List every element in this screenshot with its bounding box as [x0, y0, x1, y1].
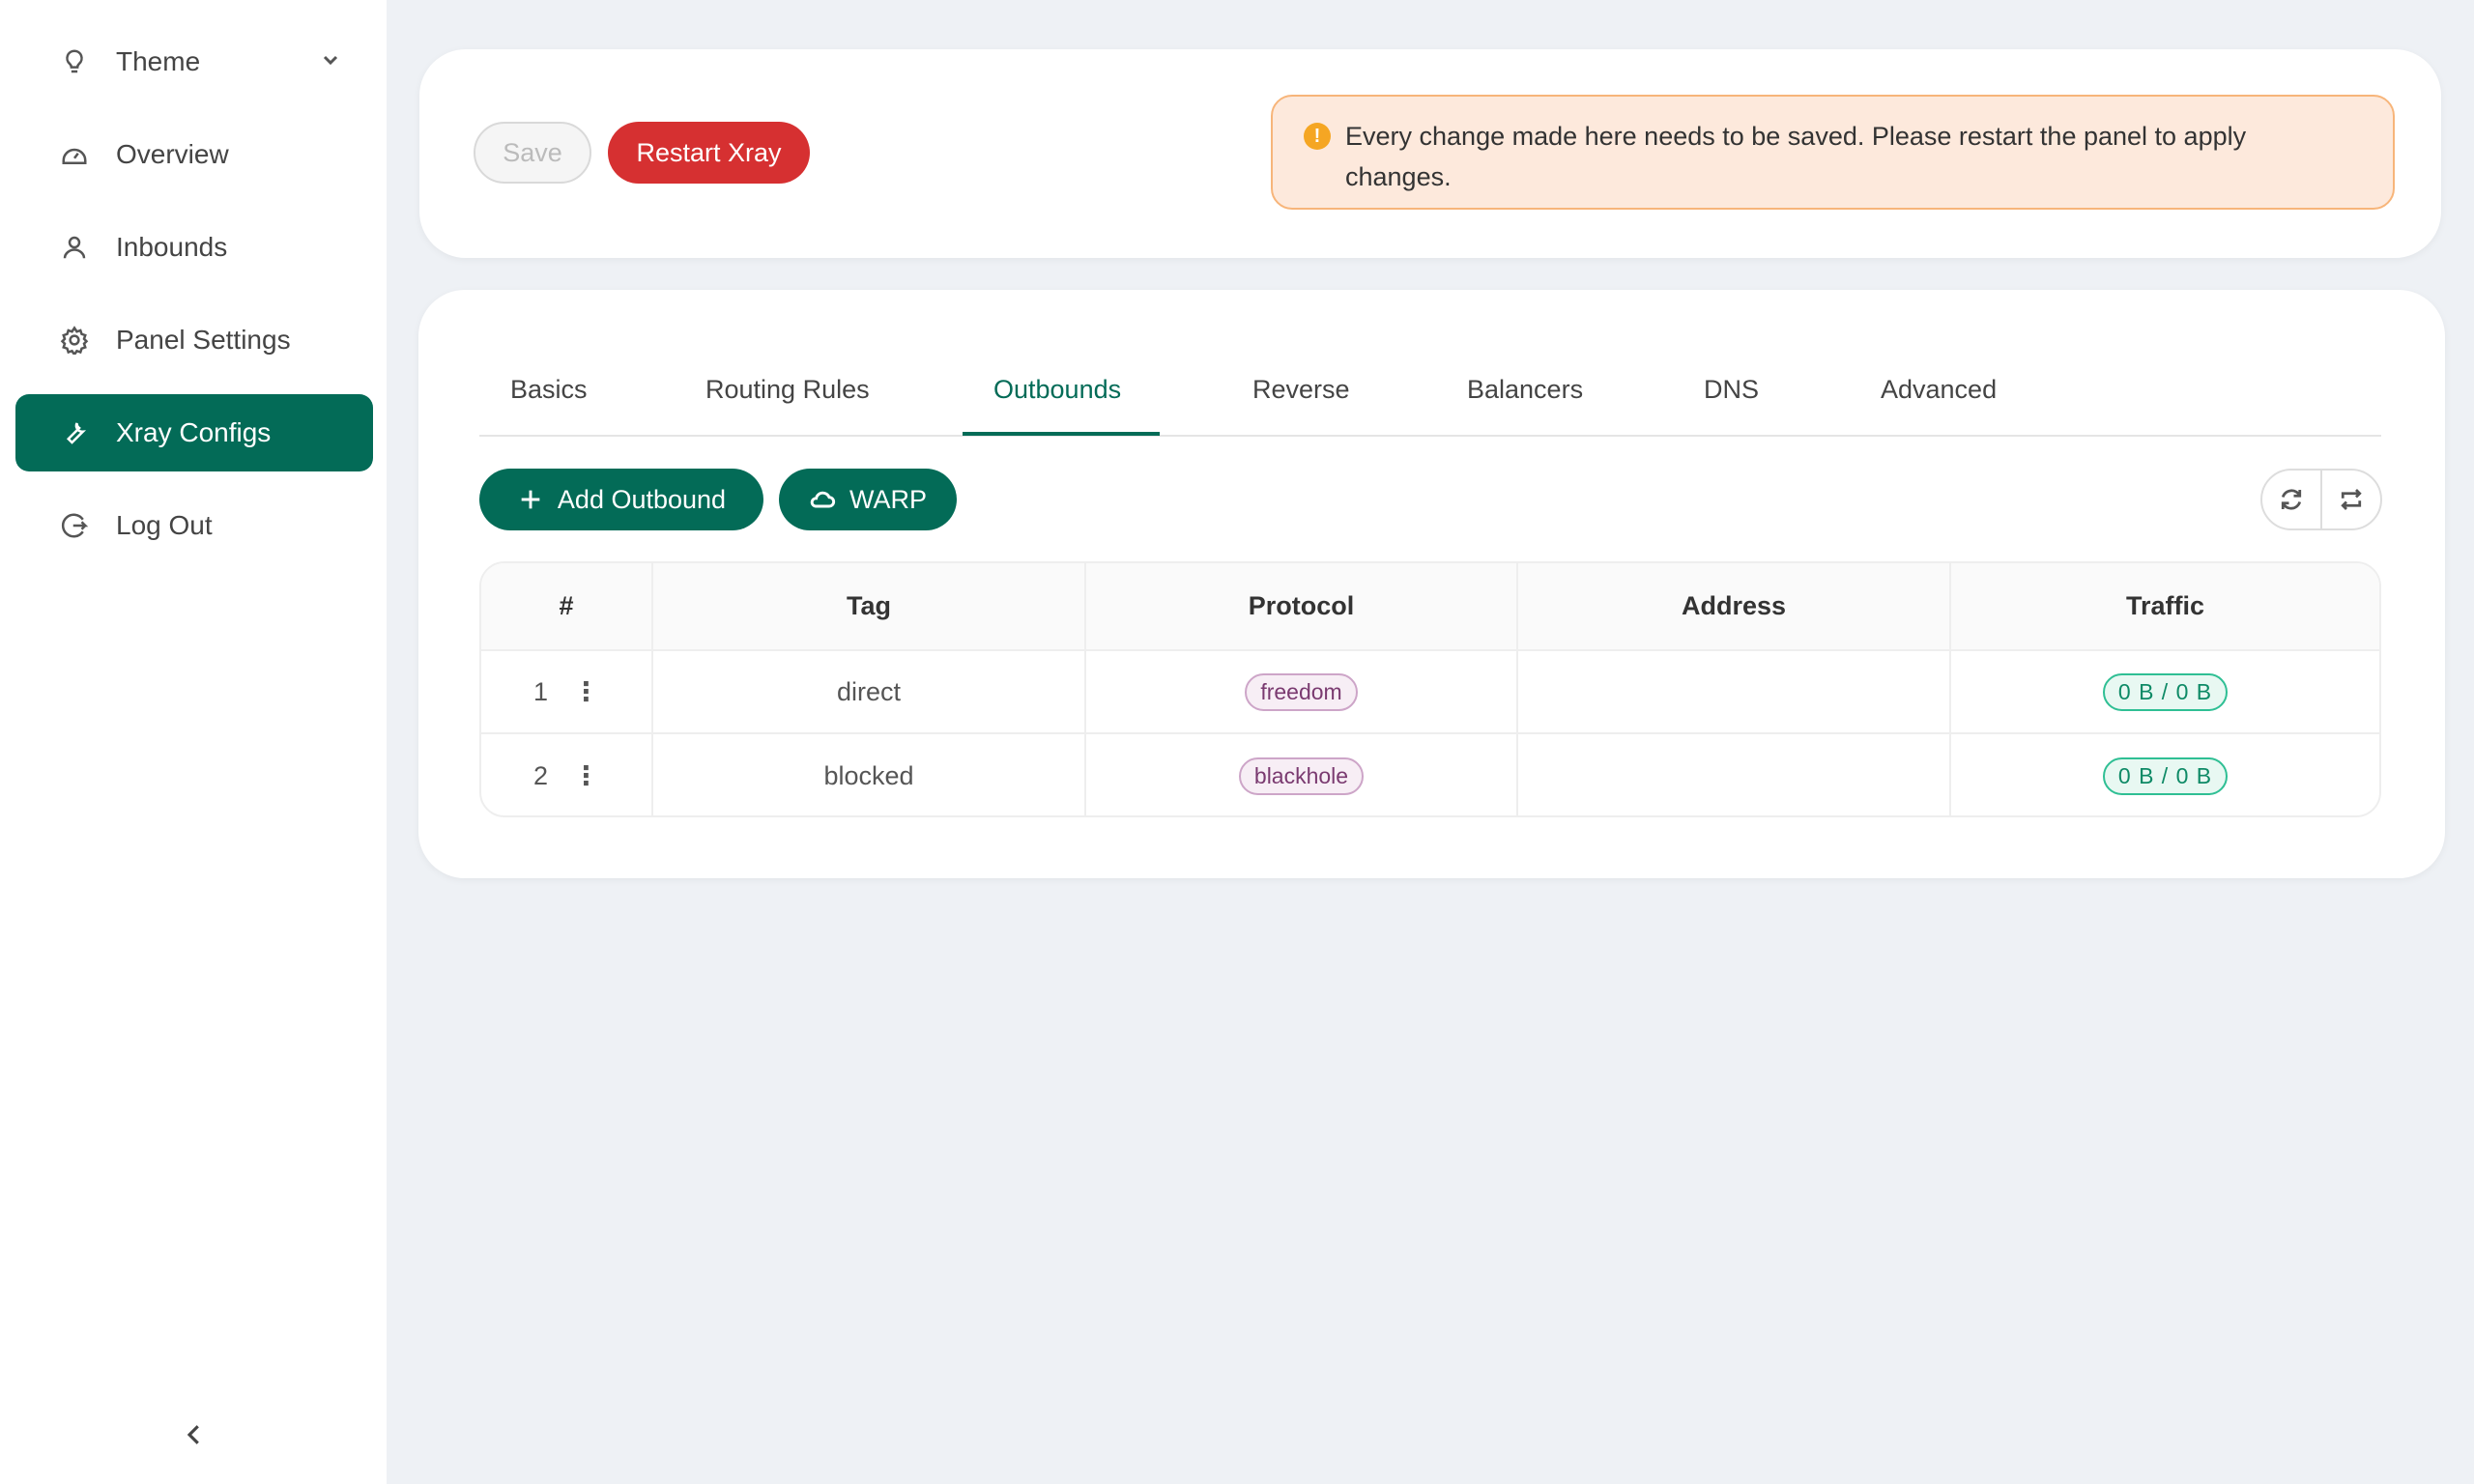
reset-traffic-button[interactable] — [2322, 471, 2380, 528]
row-number-cell: 1 ⋮ — [481, 651, 653, 732]
traffic-badge: 0 B / 0 B — [2102, 672, 2229, 711]
tab-basics[interactable]: Basics — [510, 375, 588, 404]
plus-icon — [521, 490, 540, 509]
bulb-icon — [66, 49, 83, 73]
swap-icon — [2341, 489, 2362, 510]
column-header: Address — [1518, 563, 1951, 649]
restart-xray-button[interactable]: Restart Xray — [608, 122, 810, 184]
sidebar-item-label: Overview — [116, 139, 229, 169]
column-header: Protocol — [1086, 563, 1518, 649]
dashboard-icon — [62, 148, 87, 164]
traffic-badge: 0 B / 0 B — [2102, 756, 2229, 795]
traffic-cell: 0 B / 0 B — [1951, 651, 2379, 732]
save-button[interactable]: Save — [474, 122, 591, 184]
add-outbound-label: Add Outbound — [557, 484, 727, 514]
sidebar-item-label: Inbounds — [116, 232, 228, 262]
table-row: 1 ⋮ direct freedom 0 B / 0 B — [481, 651, 2379, 734]
table-header: # Tag Protocol Address Traffic — [481, 563, 2379, 651]
row-number-cell: 2 ⋮ — [481, 734, 653, 815]
gear-icon — [60, 326, 89, 355]
chevron-down-icon[interactable] — [319, 48, 342, 71]
tab-balancers[interactable]: Balancers — [1467, 375, 1584, 404]
protocol-badge: freedom — [1245, 672, 1358, 711]
sidebar-item-label: Theme — [116, 46, 201, 76]
active-tab-indicator — [963, 432, 1160, 436]
tab-outbounds[interactable]: Outbounds — [993, 375, 1122, 404]
refresh-icon — [2281, 489, 2302, 510]
outbounds-table: # Tag Protocol Address Traffic 1 ⋮ direct… — [479, 561, 2381, 817]
tab-dns[interactable]: DNS — [1704, 375, 1760, 404]
traffic-cell: 0 B / 0 B — [1951, 734, 2379, 815]
warning-icon: ! — [1304, 123, 1331, 150]
save-warning-alert: ! Every change made here needs to be sav… — [1271, 95, 2395, 210]
user-icon — [63, 236, 86, 259]
column-header: Tag — [653, 563, 1086, 649]
more-actions-icon[interactable]: ⋮ — [573, 676, 600, 706]
sidebar-item-label: Xray Configs — [116, 417, 272, 447]
protocol-cell: freedom — [1086, 651, 1518, 732]
sidebar-item-theme[interactable]: Theme — [15, 23, 373, 100]
warp-button[interactable]: WARP — [779, 469, 957, 530]
address-cell — [1518, 651, 1951, 732]
sidebar-item-panel-settings[interactable]: Panel Settings — [15, 301, 373, 379]
column-header: # — [481, 563, 653, 649]
wrench-icon — [66, 422, 87, 444]
logout-icon — [61, 513, 89, 538]
tag-cell: blocked — [653, 734, 1086, 815]
tab-reverse[interactable]: Reverse — [1252, 375, 1350, 404]
table-actions — [2260, 469, 2382, 530]
tag-cell: direct — [653, 651, 1086, 732]
protocol-badge: blackhole — [1238, 756, 1365, 795]
table-row: 2 ⋮ blocked blackhole 0 B / 0 B — [481, 734, 2379, 815]
protocol-cell: blackhole — [1086, 734, 1518, 815]
sidebar-item-overview[interactable]: Overview — [15, 116, 373, 193]
tab-advanced[interactable]: Advanced — [1881, 375, 1998, 404]
sidebar-item-log-out[interactable]: Log Out — [15, 487, 373, 564]
cloud-icon — [810, 491, 836, 508]
sidebar-item-label: Log Out — [116, 510, 213, 540]
collapse-sidebar-icon[interactable] — [180, 1420, 209, 1449]
sidebar-item-xray-configs[interactable]: Xray Configs — [15, 394, 373, 471]
alert-text: Every change made here needs to be saved… — [1345, 122, 2247, 191]
tab-routing-rules[interactable]: Routing Rules — [705, 375, 870, 404]
tab-bar-divider — [479, 435, 2381, 437]
address-cell — [1518, 734, 1951, 815]
row-number: 1 — [532, 676, 549, 706]
warp-label: WARP — [849, 484, 927, 514]
column-header: Traffic — [2125, 591, 2205, 620]
more-actions-icon[interactable]: ⋮ — [573, 760, 600, 790]
sidebar-item-inbounds[interactable]: Inbounds — [15, 209, 373, 286]
row-number: 2 — [532, 760, 549, 790]
add-outbound-button[interactable]: Add Outbound — [479, 469, 763, 530]
refresh-button[interactable] — [2262, 471, 2322, 528]
sidebar: Theme Overview Inbounds Panel Settings X… — [0, 0, 387, 1484]
sidebar-item-label: Panel Settings — [116, 325, 291, 355]
